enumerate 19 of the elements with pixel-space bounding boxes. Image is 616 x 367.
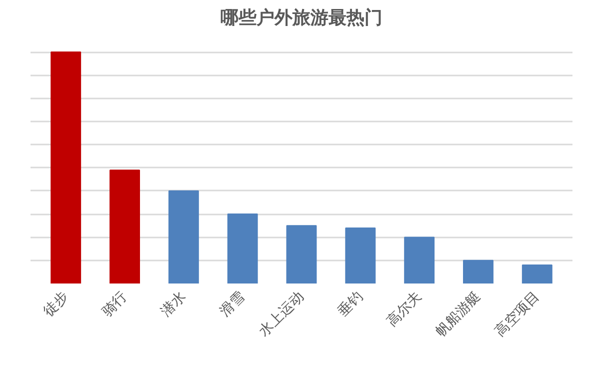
bar [286,225,317,284]
x-tick-label: 帆船游艇 [432,288,484,340]
x-tick-label: 滑雪 [217,288,248,320]
bar [522,264,552,284]
x-tick-label: 水上运动 [256,288,308,340]
x-tick-label: 潜水 [158,288,190,320]
x-tick-label: 垂钓 [334,288,366,320]
bar [404,236,435,284]
x-tick-label: 高空项目 [492,288,543,340]
bar [168,190,199,284]
x-tick-label: 高尔夫 [384,288,425,330]
bar [463,260,494,284]
x-tick-label: 徒步 [40,288,72,320]
bar [50,52,82,284]
bar [345,227,376,284]
chart-title: 哪些户外旅游最热门 [220,8,382,28]
bar [227,214,258,284]
x-tick-label: 骑行 [99,288,130,320]
bar [110,170,140,284]
